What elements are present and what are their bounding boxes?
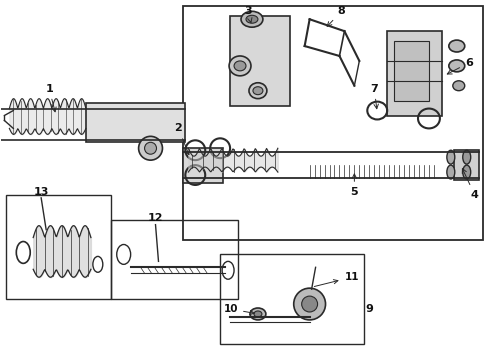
Bar — [183, 148, 223, 183]
Bar — [386, 31, 441, 116]
Circle shape — [144, 142, 156, 154]
Text: 13: 13 — [33, 187, 49, 197]
Ellipse shape — [448, 40, 464, 52]
Ellipse shape — [462, 150, 470, 164]
Text: 5: 5 — [350, 174, 357, 197]
Ellipse shape — [253, 311, 262, 317]
Text: 6: 6 — [447, 58, 472, 74]
Ellipse shape — [452, 81, 464, 91]
Ellipse shape — [252, 87, 263, 95]
Ellipse shape — [248, 83, 266, 99]
Text: 1: 1 — [45, 84, 56, 112]
Text: 10: 10 — [223, 304, 254, 315]
Ellipse shape — [249, 308, 265, 320]
Text: 4: 4 — [461, 168, 478, 200]
Bar — [453, 150, 478, 180]
Ellipse shape — [241, 11, 263, 27]
Circle shape — [138, 136, 162, 160]
Bar — [393, 41, 428, 100]
Text: 11: 11 — [314, 272, 358, 287]
Text: 8: 8 — [326, 6, 345, 26]
Ellipse shape — [228, 56, 250, 76]
Bar — [230, 16, 289, 105]
Ellipse shape — [462, 165, 470, 179]
Ellipse shape — [446, 150, 454, 164]
Text: 7: 7 — [369, 84, 378, 109]
Ellipse shape — [448, 60, 464, 72]
Text: 12: 12 — [147, 213, 163, 223]
Text: 2: 2 — [174, 123, 189, 154]
Ellipse shape — [234, 61, 245, 71]
Text: 9: 9 — [365, 304, 372, 314]
Circle shape — [293, 288, 325, 320]
Bar — [86, 103, 185, 142]
Text: 3: 3 — [244, 6, 251, 22]
Circle shape — [301, 296, 317, 312]
Ellipse shape — [245, 15, 257, 23]
Ellipse shape — [446, 165, 454, 179]
